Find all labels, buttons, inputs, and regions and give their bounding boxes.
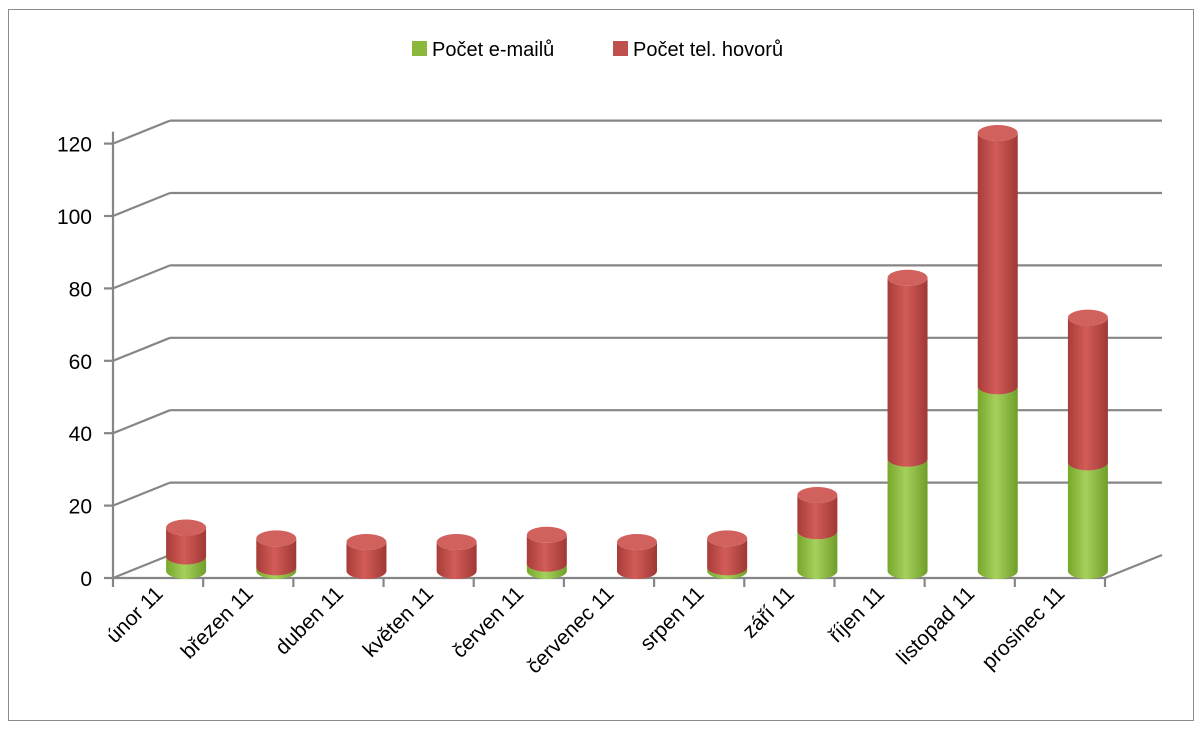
bar-emails — [526, 563, 567, 579]
gridline-diagonal — [112, 409, 171, 435]
bar-stack — [436, 534, 477, 579]
x-tick-label: únor 11 — [102, 582, 168, 648]
bar-calls — [256, 538, 297, 576]
bar-stack — [797, 486, 838, 579]
bar-stack — [707, 530, 748, 579]
floor-edge-right — [1104, 553, 1163, 580]
bar-top-calls — [887, 269, 928, 286]
x-tick-label: červen 11 — [448, 582, 528, 662]
x-tick-label: červenec 11 — [522, 582, 618, 678]
x-tick-label: září 11 — [738, 582, 799, 643]
bar-calls — [346, 542, 387, 579]
bar-top-calls — [526, 526, 567, 543]
bar-calls — [617, 542, 657, 579]
x-tick-labels: únor 11 březen 11 duben 11 květen 11 červen … — [102, 582, 1069, 678]
bar-stack — [887, 269, 928, 579]
bar-calls — [1067, 317, 1108, 471]
x-tick-label: srpen 11 — [636, 582, 709, 655]
x-tick-label: listopad 11 — [892, 582, 979, 669]
y-tick-label: 80 — [69, 278, 92, 301]
bar-top-calls — [977, 124, 1018, 141]
y-tick-label: 120 — [57, 134, 92, 157]
bar-calls — [707, 538, 748, 576]
bar-calls — [436, 542, 477, 579]
x-tick-label: březen 11 — [177, 582, 258, 663]
bar-emails — [1067, 462, 1108, 579]
bar-top-calls — [617, 534, 657, 551]
floor-edge-left — [112, 553, 171, 580]
bar-emails — [887, 458, 928, 579]
gridline-diagonal — [112, 119, 171, 145]
legend-label-calls: Počet tel. hovorů — [633, 39, 783, 61]
bar-top-calls — [436, 534, 477, 551]
bar-top-calls — [346, 534, 387, 551]
bar-stack — [346, 534, 387, 579]
bar-calls — [797, 494, 838, 540]
bar-top-calls — [797, 486, 838, 503]
bar-stack — [977, 124, 1018, 579]
bar-emails — [977, 386, 1018, 579]
bar-calls — [887, 277, 928, 467]
bar-stack — [256, 530, 297, 579]
x-tick-label: říjen 11 — [824, 582, 889, 647]
bar-emails — [707, 567, 748, 579]
legend: Počet e-mailů Počet tel. hovorů — [412, 39, 783, 61]
bar-calls — [977, 132, 1018, 395]
bar-emails — [166, 556, 207, 579]
bar-stack — [617, 534, 657, 579]
y-tick-label: 60 — [69, 351, 92, 374]
bar-top-calls — [166, 519, 207, 536]
gridline-diagonal — [112, 336, 171, 362]
bar-calls — [526, 534, 567, 572]
gridline-diagonal — [112, 264, 171, 290]
legend-swatch-emails — [412, 41, 427, 56]
bar-emails — [797, 531, 838, 579]
y-tick-label: 40 — [69, 423, 92, 446]
bar-top-calls — [1067, 309, 1108, 326]
bar-stack — [1067, 309, 1108, 579]
bars — [166, 124, 1108, 579]
x-tick-label: duben 11 — [271, 582, 348, 659]
bar-stack — [526, 526, 567, 579]
legend-swatch-calls — [613, 41, 628, 56]
bar-calls — [166, 527, 207, 565]
y-tick-label: 100 — [57, 206, 92, 229]
y-tick-label: 20 — [69, 496, 92, 519]
y-tick-labels: 0 20 40 60 80 100 120 — [57, 134, 92, 591]
x-tick-label: prosinec 11 — [978, 582, 1070, 674]
bar-emails — [256, 567, 297, 579]
y-tick-label: 0 — [80, 568, 92, 591]
gridline-diagonal — [112, 191, 171, 218]
gridline-diagonal — [112, 481, 171, 507]
bar-top-calls — [707, 530, 748, 547]
bar-stack — [166, 519, 207, 579]
x-tick-label: květen 11 — [359, 582, 439, 662]
legend-label-emails: Počet e-mailů — [432, 39, 554, 61]
bar-top-calls — [256, 530, 297, 547]
